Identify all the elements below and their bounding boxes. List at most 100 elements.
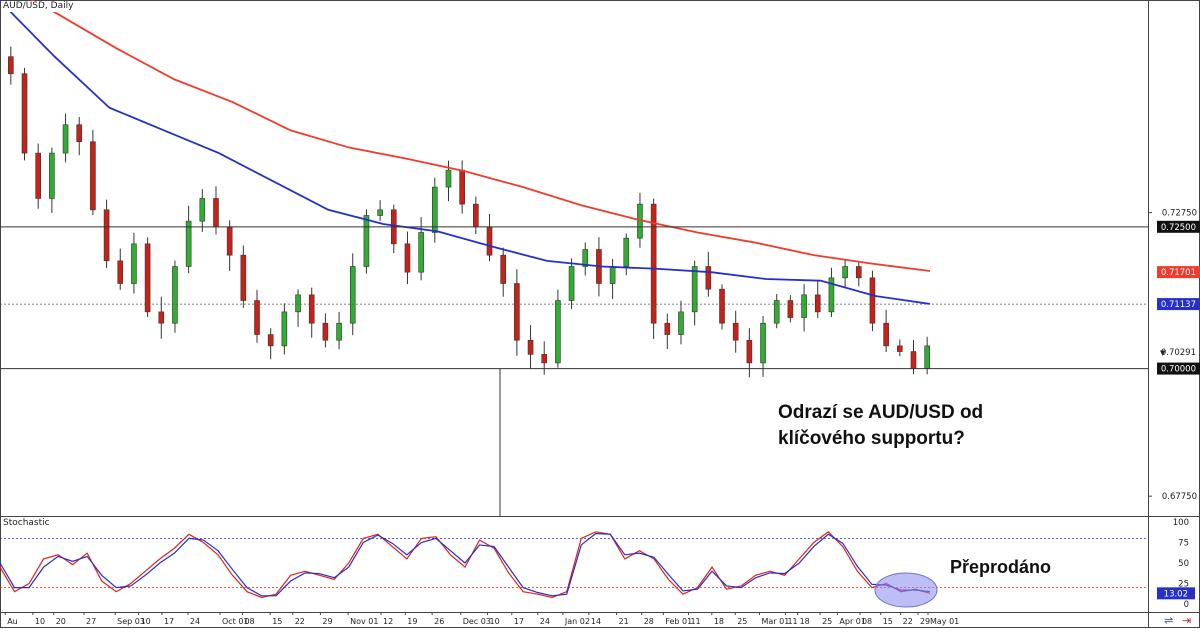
- toolbar-icons: ⇌ ⇥: [1162, 613, 1200, 628]
- x-tick-label: Dec 03: [463, 617, 491, 626]
- y-tick-label: 0.72750: [1162, 209, 1197, 219]
- x-tick-label: Mar 01: [761, 617, 789, 626]
- candle-body: [814, 294, 821, 313]
- candle-body: [773, 300, 780, 324]
- question-line-2: klíčového supportu?: [778, 428, 965, 449]
- candle-body: [103, 209, 110, 262]
- candles-group: [8, 46, 930, 378]
- candle-body: [568, 266, 575, 301]
- price-badge: [1157, 220, 1200, 233]
- oversold-highlight-ellipse: [874, 572, 938, 608]
- candle-body: [623, 237, 630, 267]
- candle-body: [842, 266, 848, 279]
- x-tick-label: 21: [619, 617, 629, 626]
- candle-body: [883, 322, 889, 347]
- x-tick-label: 20: [56, 617, 66, 626]
- candle-body: [582, 249, 589, 267]
- candle-body: [650, 203, 657, 324]
- candle-body: [404, 243, 411, 273]
- stochastic-pane-title: Stochastic: [1, 518, 52, 529]
- stochastic-value-label: 13.02: [1164, 589, 1188, 599]
- candle-body: [445, 169, 452, 188]
- oversold-annotation: Přeprodáno: [950, 557, 1052, 577]
- candle-body: [541, 354, 548, 364]
- candle-body: [787, 300, 794, 318]
- candle-body: [254, 300, 260, 335]
- candle-body: [678, 311, 684, 335]
- candle-body: [62, 124, 69, 154]
- ma-200-line: [29, 0, 931, 272]
- candle-body: [418, 232, 424, 273]
- x-tick-label: 15: [883, 617, 893, 626]
- y-tick-label: 0.67750: [1162, 492, 1197, 502]
- candle-body: [363, 215, 370, 267]
- candle-body: [172, 266, 178, 324]
- candle-body: [746, 339, 753, 364]
- candle-body: [514, 283, 520, 341]
- candle-body: [158, 311, 165, 324]
- x-tick-label: 17: [514, 617, 524, 626]
- candle-body: [185, 220, 192, 267]
- ma100-badge: [1157, 298, 1200, 311]
- x-tick-label: 14: [591, 617, 601, 626]
- x-tick-label: May 01: [930, 617, 959, 626]
- candle-body: [855, 266, 862, 279]
- candle-body: [664, 322, 671, 335]
- candle-body: [760, 322, 766, 364]
- sync-icon[interactable]: ⇌: [1164, 614, 1174, 627]
- ma-100-line: [0, 0, 931, 305]
- x-tick-label: 11: [690, 617, 700, 626]
- x-tick-label: Apr 01: [839, 617, 866, 626]
- x-tick-label: 25: [737, 617, 747, 626]
- candle-body: [267, 334, 274, 347]
- x-tick-label: 10: [490, 617, 500, 626]
- stochastic-pct-D-line: [0, 532, 931, 597]
- candle-body: [910, 351, 917, 369]
- candle-body: [732, 322, 739, 341]
- x-tick-label: 10: [35, 617, 45, 626]
- candle-body: [924, 345, 930, 369]
- price-badge-label: 0.70000: [1161, 365, 1196, 375]
- candle-body: [308, 294, 315, 324]
- stochastic-tick-label: 25: [1178, 580, 1189, 590]
- x-tick-label: Feb 01: [665, 617, 692, 626]
- candle-body: [828, 277, 835, 313]
- ma200-badge: [1157, 266, 1200, 279]
- x-tick-label: 29: [322, 617, 332, 626]
- candle-body: [869, 277, 876, 324]
- exit-arrow-icon[interactable]: ⇥: [1182, 614, 1192, 627]
- x-tick-label: Au: [7, 617, 18, 626]
- candle-body: [801, 294, 807, 318]
- x-tick-label: 22: [295, 617, 305, 626]
- candle-body: [527, 339, 534, 355]
- candle-body: [281, 311, 288, 347]
- question-annotation: Odrazí se AUD/USD od klíčového supportu?: [778, 400, 983, 452]
- candle-body: [349, 266, 356, 324]
- ma100-badge-label: 0.71137: [1161, 300, 1196, 310]
- candle-body: [555, 300, 561, 364]
- x-tick-label: 10: [141, 617, 151, 626]
- x-tick-label: 08: [244, 617, 254, 626]
- stochastic-tick-label: 100: [1173, 518, 1189, 528]
- x-tick-label: 25: [822, 617, 832, 626]
- candle-body: [377, 209, 383, 216]
- candle-body: [691, 266, 698, 313]
- candle-body: [705, 266, 712, 290]
- current-price-marker: ▼: [1160, 349, 1166, 357]
- x-tick-label: 17: [164, 617, 174, 626]
- candle-body: [21, 73, 28, 154]
- candle-body: [49, 152, 55, 199]
- candle-body: [897, 345, 903, 352]
- question-line-1: Odrazí se AUD/USD od: [778, 402, 984, 423]
- x-tick-label: 18: [714, 617, 724, 626]
- candle-body: [35, 152, 41, 199]
- stochastic-tick-label: 50: [1178, 559, 1189, 569]
- main-pane-title: AUD/USD, Daily: [1, 1, 76, 12]
- x-tick-label: Nov 01: [350, 617, 378, 626]
- candle-body: [336, 322, 342, 341]
- candle-body: [144, 243, 151, 313]
- candle-body: [131, 243, 137, 284]
- x-tick-label: 28: [644, 617, 654, 626]
